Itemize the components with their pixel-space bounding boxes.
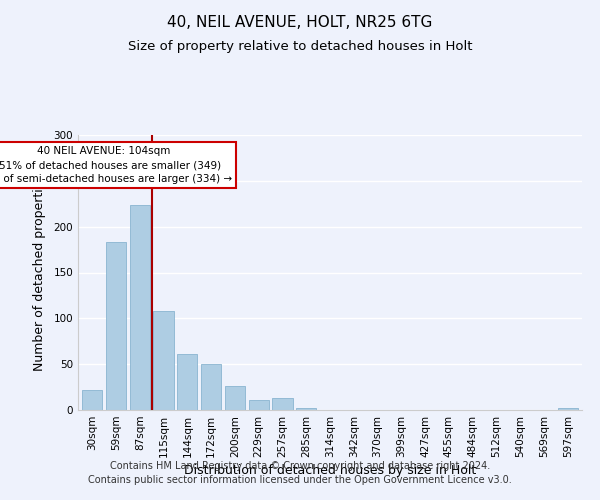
Bar [130, 204, 150, 410]
Bar [82, 390, 103, 410]
Text: Size of property relative to detached houses in Holt: Size of property relative to detached ho… [128, 40, 472, 53]
Bar [557, 408, 578, 410]
Bar [201, 364, 221, 410]
Text: Contains HM Land Registry data © Crown copyright and database right 2024.
Contai: Contains HM Land Registry data © Crown c… [88, 461, 512, 485]
Bar [248, 400, 269, 410]
Bar [177, 354, 197, 410]
Y-axis label: Number of detached properties: Number of detached properties [34, 174, 46, 371]
Text: 40, NEIL AVENUE, HOLT, NR25 6TG: 40, NEIL AVENUE, HOLT, NR25 6TG [167, 15, 433, 30]
Bar [154, 311, 173, 410]
Bar [296, 408, 316, 410]
Bar [225, 386, 245, 410]
Bar [106, 242, 126, 410]
X-axis label: Distribution of detached houses by size in Holt: Distribution of detached houses by size … [184, 464, 476, 477]
Text: 40 NEIL AVENUE: 104sqm
← 51% of detached houses are smaller (349)
49% of semi-de: 40 NEIL AVENUE: 104sqm ← 51% of detached… [0, 146, 232, 184]
Bar [272, 398, 293, 410]
